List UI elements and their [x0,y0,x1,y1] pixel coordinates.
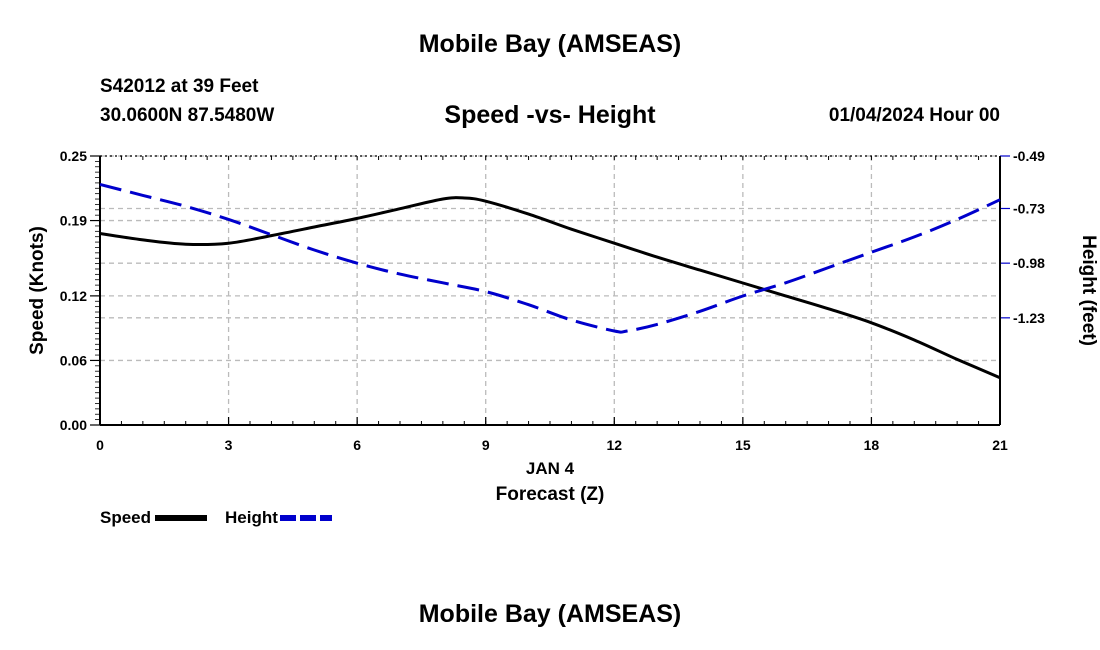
tick-labels: 0 3 6 9 12 15 18 21 0.00 0.06 0.12 0.19 0.25 -0.49 -0.… [27,148,1099,505]
legend-height-label: Height [225,508,278,527]
legend-height-swatch [279,515,332,521]
y-left-tick-label: 0.06 [60,352,87,368]
footer-title: Mobile Bay (AMSEAS) [418,600,682,628]
x-tick-label: 9 [482,437,490,453]
y-right-tick-label: -0.73 [1013,200,1045,216]
y-right-axis-title: Height (feet) [1078,235,1099,346]
axes [90,155,1010,426]
x-tick-label: 15 [735,437,751,453]
y-left-tick-label: 0.19 [60,213,87,229]
legend-speed: Speed [100,508,208,528]
legend-height: Height [225,508,332,528]
x-tick-label: 0 [96,437,104,453]
station-label: S42012 at 39 Feet [100,76,259,97]
legend-speed-swatch [155,515,208,521]
y-right-tick-label: -0.98 [1013,255,1045,271]
x-axis-date: JAN 4 [526,459,575,478]
y-right-tick-label: -0.49 [1013,148,1045,164]
series-line-speed [99,196,1001,380]
series [99,182,1001,380]
x-tick-label: 12 [606,437,622,453]
main-title: Mobile Bay (AMSEAS) [418,30,682,58]
y-left-tick-label: 0.25 [60,148,87,164]
forecast-date: 01/04/2024 Hour 00 [828,105,1000,126]
x-tick-label: 21 [992,437,1008,453]
grid [100,155,1000,425]
legend-speed-label: Speed [100,508,152,527]
x-tick-label: 18 [864,437,880,453]
y-left-tick-label: 0.00 [60,417,87,433]
y-left-tick-label: 0.12 [60,288,87,304]
y-right-tick-label: -1.23 [1013,310,1045,326]
chart-title: Speed -vs- Height [444,101,656,129]
series-line-height [99,182,1001,334]
station-coordinates: 30.0600N 87.5480W [100,105,275,126]
x-tick-label: 6 [353,437,361,453]
x-tick-label: 3 [225,437,233,453]
x-axis-title: Forecast (Z) [496,484,605,505]
legend: Speed Height [100,508,350,528]
y-left-axis-title: Speed (Knots) [27,226,48,355]
